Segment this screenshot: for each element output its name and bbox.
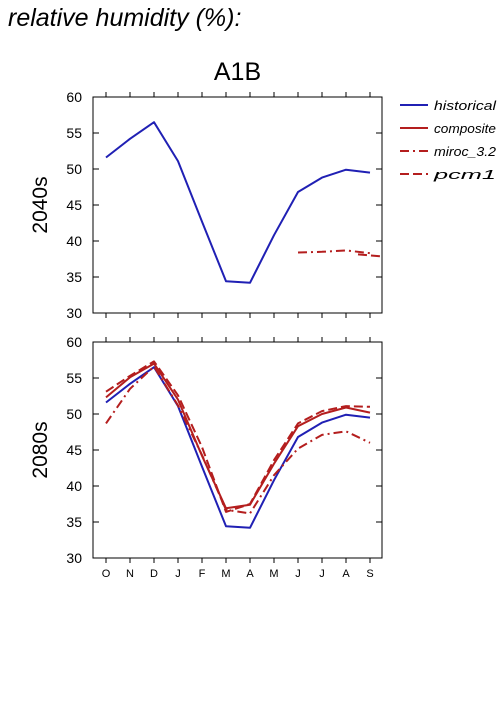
legend-label-historical: historical xyxy=(434,98,497,113)
page-title: relative humidity (%): xyxy=(8,4,242,32)
panel-frame-2040s xyxy=(92,96,383,314)
y-tick-label: 45 xyxy=(66,197,82,213)
y-tick-label: 45 xyxy=(66,442,82,458)
series-line-composite xyxy=(105,362,371,510)
x-tick-label: A xyxy=(246,568,254,580)
y-tick-label: 30 xyxy=(66,305,82,321)
series-line-pcm1 xyxy=(357,253,383,258)
y-tick-label: 40 xyxy=(66,478,82,494)
panel-label-2040s: 2040s xyxy=(29,176,52,233)
x-tick-label: S xyxy=(366,568,373,580)
series-line-pcm1 xyxy=(105,360,371,513)
x-tick-label: N xyxy=(126,568,134,580)
x-tick-label: O xyxy=(102,568,111,580)
x-tick-label: M xyxy=(221,568,230,580)
series-line-miroc_3.2 xyxy=(297,249,371,255)
x-tick-label: J xyxy=(319,568,325,580)
legend-label-composite: composite xyxy=(434,121,496,136)
y-tick-label: 60 xyxy=(66,334,82,350)
y-tick-label: 60 xyxy=(66,89,82,105)
scenario-label: A1B xyxy=(214,58,261,86)
x-tick-label: J xyxy=(295,568,301,580)
legend-label-pcm1: pcm1 xyxy=(432,167,496,182)
x-tick-label: D xyxy=(150,568,158,580)
series-line-historical xyxy=(105,121,371,284)
x-tick-label: M xyxy=(269,568,278,580)
series-line-miroc_3.2 xyxy=(105,365,371,515)
x-tick-label: J xyxy=(175,568,181,580)
y-tick-label: 50 xyxy=(66,406,82,422)
y-tick-label: 50 xyxy=(66,161,82,177)
y-tick-label: 35 xyxy=(66,514,82,530)
legend-label-miroc_3.2: miroc_3.2 xyxy=(434,144,497,159)
panel-label-2080s: 2080s xyxy=(29,421,52,478)
x-tick-label: F xyxy=(199,568,206,580)
y-tick-label: 40 xyxy=(66,233,82,249)
series-line-historical xyxy=(105,366,371,529)
y-tick-label: 30 xyxy=(66,550,82,566)
y-tick-label: 55 xyxy=(66,125,82,141)
x-tick-label: A xyxy=(342,568,350,580)
y-tick-label: 55 xyxy=(66,370,82,386)
y-tick-label: 35 xyxy=(66,269,82,285)
